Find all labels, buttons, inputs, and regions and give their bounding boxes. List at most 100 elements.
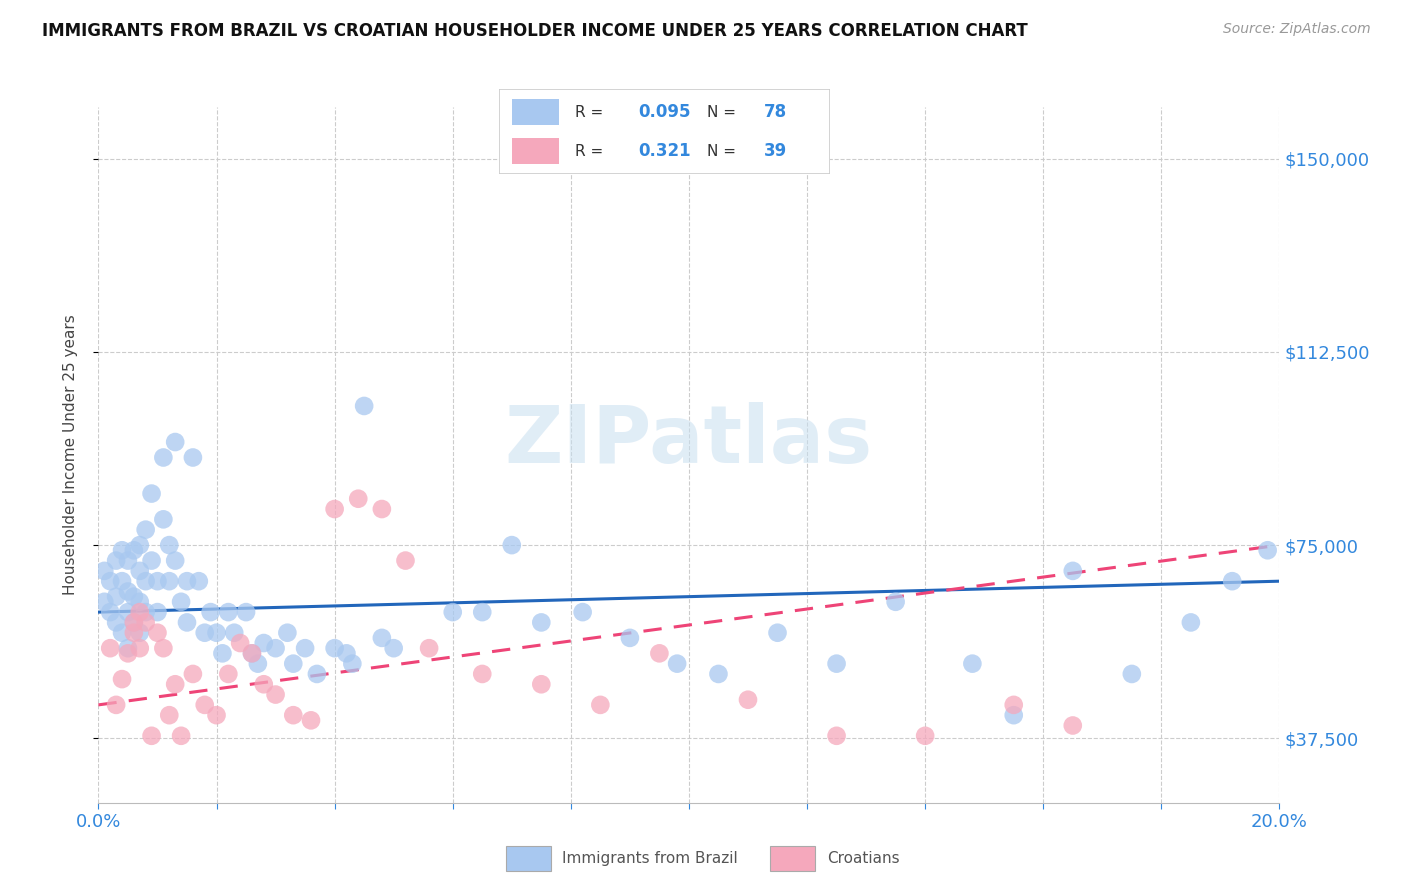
Point <box>128 564 150 578</box>
Bar <box>512 99 558 125</box>
Point <box>530 615 553 630</box>
Point <box>105 615 128 630</box>
Point <box>152 641 174 656</box>
Point <box>211 646 233 660</box>
Point <box>122 543 145 558</box>
Point <box>283 708 305 723</box>
Point <box>128 641 150 656</box>
Point <box>418 641 440 656</box>
Point <box>111 672 134 686</box>
Point <box>1180 615 1202 630</box>
Text: Immigrants from Brazil: Immigrants from Brazil <box>562 851 738 866</box>
Point <box>441 605 464 619</box>
Point <box>264 688 287 702</box>
Point <box>589 698 612 712</box>
Point <box>253 677 276 691</box>
Point <box>246 657 269 671</box>
Point <box>394 553 416 567</box>
Point <box>152 512 174 526</box>
Point <box>117 641 139 656</box>
Point <box>165 677 187 691</box>
Point <box>707 667 730 681</box>
Point <box>135 615 157 630</box>
Point <box>1002 698 1025 712</box>
Point <box>128 605 150 619</box>
Point <box>353 399 375 413</box>
Point <box>471 667 494 681</box>
Point <box>648 646 671 660</box>
Point <box>276 625 298 640</box>
Point <box>93 595 115 609</box>
Point <box>619 631 641 645</box>
Text: N =: N = <box>707 104 741 120</box>
Point <box>323 502 346 516</box>
Point <box>135 523 157 537</box>
Point <box>146 625 169 640</box>
Point <box>176 574 198 589</box>
Point <box>117 584 139 599</box>
Point <box>571 605 593 619</box>
Point <box>825 729 848 743</box>
Text: Source: ZipAtlas.com: Source: ZipAtlas.com <box>1223 22 1371 37</box>
Point <box>305 667 328 681</box>
Point <box>187 574 209 589</box>
Point <box>128 625 150 640</box>
Point <box>205 625 228 640</box>
Point <box>217 667 239 681</box>
Bar <box>770 847 815 871</box>
Text: 39: 39 <box>763 142 787 160</box>
Point <box>111 543 134 558</box>
Point <box>264 641 287 656</box>
Point <box>335 646 357 660</box>
Point <box>117 553 139 567</box>
Point <box>157 708 180 723</box>
Text: IMMIGRANTS FROM BRAZIL VS CROATIAN HOUSEHOLDER INCOME UNDER 25 YEARS CORRELATION: IMMIGRANTS FROM BRAZIL VS CROATIAN HOUSE… <box>42 22 1028 40</box>
Point <box>170 729 193 743</box>
Point <box>157 538 180 552</box>
Point <box>117 605 139 619</box>
Point <box>737 692 759 706</box>
Point <box>165 435 187 450</box>
Point <box>146 574 169 589</box>
Point <box>98 641 121 656</box>
Point <box>122 615 145 630</box>
Point <box>666 657 689 671</box>
Point <box>152 450 174 465</box>
Point <box>128 538 150 552</box>
Point <box>253 636 276 650</box>
Point <box>1062 564 1084 578</box>
Point <box>382 641 405 656</box>
Point <box>962 657 984 671</box>
Point <box>205 708 228 723</box>
Point <box>766 625 789 640</box>
Point <box>122 615 145 630</box>
Point <box>135 605 157 619</box>
Point <box>1220 574 1243 589</box>
Point <box>1062 718 1084 732</box>
Text: Croatians: Croatians <box>827 851 900 866</box>
Text: R =: R = <box>575 104 609 120</box>
Point <box>1002 708 1025 723</box>
Point <box>530 677 553 691</box>
Point <box>194 698 217 712</box>
Point <box>1257 543 1279 558</box>
Point <box>141 729 163 743</box>
Point <box>117 646 139 660</box>
Point <box>141 486 163 500</box>
Point <box>471 605 494 619</box>
Point <box>371 631 394 645</box>
Point <box>135 574 157 589</box>
Point <box>105 698 128 712</box>
Bar <box>506 847 551 871</box>
Point <box>914 729 936 743</box>
Text: 0.321: 0.321 <box>638 142 690 160</box>
Point <box>111 625 134 640</box>
Bar <box>512 138 558 164</box>
Point <box>884 595 907 609</box>
Point <box>128 595 150 609</box>
Point <box>1121 667 1143 681</box>
Point <box>105 590 128 604</box>
Point <box>141 553 163 567</box>
Point <box>347 491 370 506</box>
Point <box>283 657 305 671</box>
